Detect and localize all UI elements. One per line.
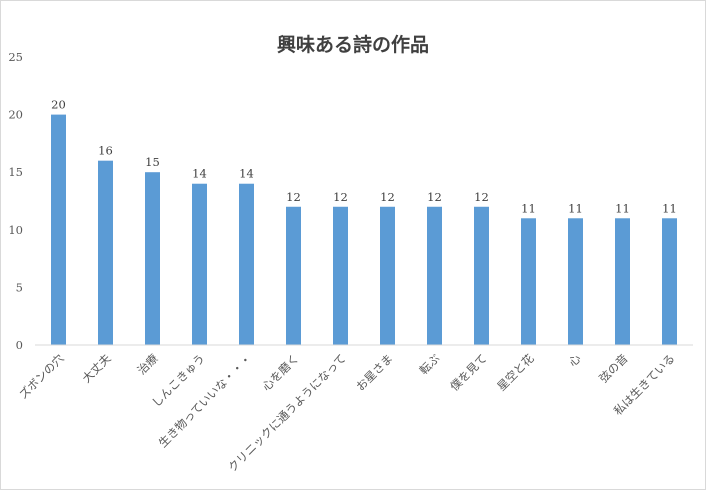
- y-tick-label: 0: [16, 338, 23, 352]
- category-label: 星空と花: [494, 351, 537, 394]
- bar: [662, 218, 677, 345]
- category-label: 心を磨く: [259, 351, 301, 393]
- data-label: 11: [662, 201, 677, 215]
- data-label: 11: [521, 201, 536, 215]
- y-tick-label: 15: [8, 165, 23, 179]
- data-label: 12: [427, 190, 442, 204]
- category-label: ズボンの穴: [16, 351, 67, 402]
- data-label: 12: [474, 190, 489, 204]
- y-tick-label: 25: [8, 50, 23, 64]
- y-tick-label: 20: [8, 108, 23, 122]
- bar: [192, 183, 207, 345]
- data-label: 14: [192, 167, 207, 181]
- bar: [286, 206, 301, 345]
- data-label: 11: [568, 201, 583, 215]
- data-label: 11: [615, 201, 630, 215]
- data-label: 15: [145, 155, 160, 169]
- bar: [568, 218, 583, 345]
- bar: [239, 183, 254, 345]
- data-label: 12: [286, 190, 301, 204]
- bar: [615, 218, 630, 345]
- category-label: 転ぶ: [416, 351, 443, 378]
- y-axis: 0 5 10 15 20 25: [8, 50, 23, 352]
- data-labels: 20 16 15 14 14 12 12 12 12 12 11 11 11 11: [51, 98, 677, 216]
- bar: [145, 172, 160, 345]
- bar: [380, 206, 395, 345]
- category-label: 僕を見て: [447, 351, 489, 393]
- bars: [51, 114, 677, 345]
- bar: [333, 206, 348, 345]
- category-label: 生き物っていいな・・・: [156, 351, 255, 450]
- category-label: 治療: [134, 351, 161, 378]
- bar: [521, 218, 536, 345]
- category-label: 弦の音: [596, 351, 630, 385]
- data-label: 16: [98, 144, 113, 158]
- data-label: 14: [239, 167, 254, 181]
- bar: [427, 206, 442, 345]
- category-label: 心: [566, 351, 584, 369]
- y-tick-label: 10: [8, 223, 23, 237]
- bar: [51, 114, 66, 345]
- y-tick-label: 5: [16, 280, 23, 294]
- data-label: 12: [333, 190, 348, 204]
- category-label: 大丈夫: [79, 351, 114, 386]
- data-label: 20: [51, 98, 66, 112]
- bar: [474, 206, 489, 345]
- chart-title: 興味ある詩の作品: [277, 33, 429, 56]
- data-label: 12: [380, 190, 395, 204]
- category-label: お星さま: [353, 351, 395, 393]
- bar: [98, 160, 113, 345]
